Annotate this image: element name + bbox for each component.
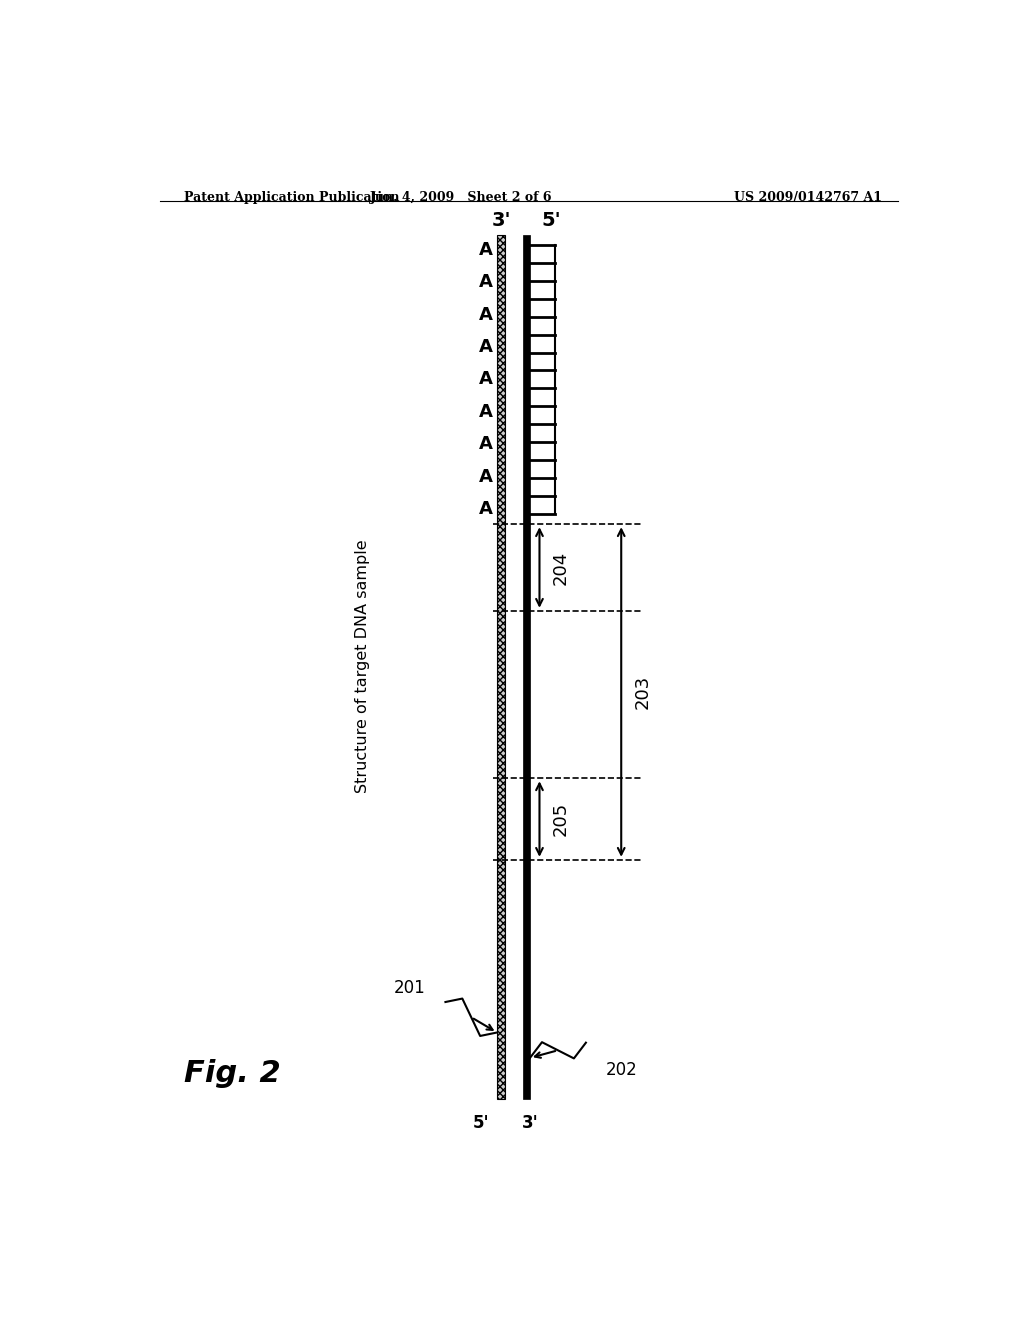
Text: A: A bbox=[479, 436, 494, 453]
Text: Fig. 2: Fig. 2 bbox=[183, 1060, 281, 1089]
Text: 204: 204 bbox=[551, 550, 569, 585]
Text: Structure of target DNA sample: Structure of target DNA sample bbox=[354, 540, 370, 793]
Text: A: A bbox=[479, 403, 494, 421]
Text: Jun. 4, 2009   Sheet 2 of 6: Jun. 4, 2009 Sheet 2 of 6 bbox=[370, 191, 553, 203]
Text: A: A bbox=[479, 273, 494, 292]
Bar bbox=[523, 235, 530, 1098]
Text: A: A bbox=[479, 306, 494, 323]
Text: A: A bbox=[479, 500, 494, 517]
Text: Patent Application Publication: Patent Application Publication bbox=[183, 191, 399, 203]
Text: 5': 5' bbox=[473, 1114, 489, 1131]
Text: A: A bbox=[479, 467, 494, 486]
Text: A: A bbox=[479, 338, 494, 356]
Text: 202: 202 bbox=[606, 1061, 638, 1078]
Text: 201: 201 bbox=[394, 979, 426, 997]
Text: 203: 203 bbox=[633, 675, 651, 709]
Text: US 2009/0142767 A1: US 2009/0142767 A1 bbox=[734, 191, 882, 203]
Bar bbox=[497, 235, 505, 1098]
Text: 3': 3' bbox=[522, 1114, 539, 1131]
Text: A: A bbox=[479, 240, 494, 259]
Text: 205: 205 bbox=[551, 803, 569, 836]
Text: A: A bbox=[479, 371, 494, 388]
Text: 3': 3' bbox=[492, 211, 511, 230]
Text: 5': 5' bbox=[541, 211, 561, 230]
